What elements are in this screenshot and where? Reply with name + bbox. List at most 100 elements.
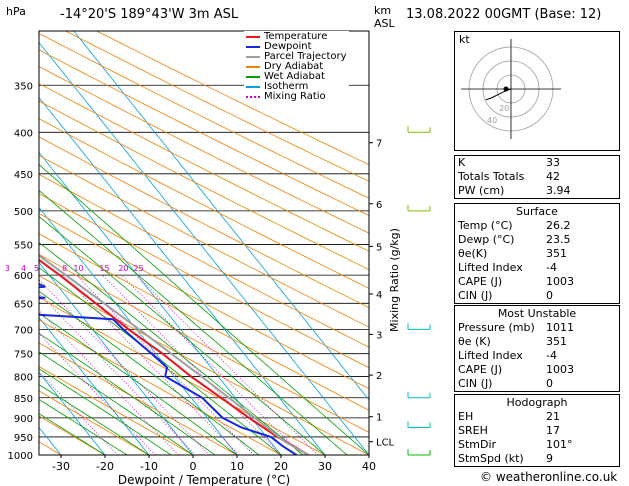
legend-item: Temperature <box>246 32 347 42</box>
table-row: θe (K) 351 <box>455 335 619 349</box>
legend-label: Parcel Trajectory <box>264 51 347 62</box>
table-row: CAPE (J) 1003 <box>455 363 619 377</box>
mixing-ratio-line <box>136 274 319 455</box>
mixing-ratio-line <box>121 274 303 455</box>
row-value: 351 <box>546 247 567 260</box>
km-tick-label: 3 <box>376 330 382 341</box>
mixing-ratio-line <box>39 371 118 455</box>
row-label: SREH <box>458 424 488 437</box>
km-tick-label: 2 <box>376 371 382 382</box>
isotherm-line <box>39 371 106 455</box>
isotherm-line <box>39 41 369 455</box>
km-tick-label: 5 <box>376 242 382 253</box>
row-label: StmSpd (kt) <box>458 452 524 465</box>
legend-swatch <box>246 76 260 78</box>
mixing-ratio-label: 5 <box>34 264 39 273</box>
dry-adiabat-line <box>39 342 238 455</box>
mixing-ratio-label: 3 <box>5 264 10 273</box>
temp-tick-label: 30 <box>318 460 332 473</box>
mixing-ratio-label: 4 <box>21 264 26 273</box>
x-axis-label: Dewpoint / Temperature (°C) <box>118 473 290 486</box>
hodograph-ring-label: 20 <box>499 104 509 113</box>
dry-adiabat-line <box>65 31 369 182</box>
chart-legend: Temperature Dewpoint Parcel Trajectory Dry … <box>244 31 349 103</box>
table-row: Pressure (mb) 1011 <box>455 321 619 335</box>
table-row: θe(K) 351 <box>455 247 619 261</box>
legend-swatch <box>246 66 260 68</box>
pressure-tick-label: 450 <box>14 170 33 181</box>
isotherm-line <box>39 206 238 455</box>
temperature-line <box>39 258 309 455</box>
dry-adiabat-line <box>39 366 194 455</box>
pressure-tick-label: 650 <box>14 299 33 310</box>
mixing-ratio-label: 8 <box>62 264 67 273</box>
location-title: -14°20'S 189°43'W 3m ASL <box>60 7 239 22</box>
dry-adiabat-line <box>39 49 369 217</box>
dry-adiabat-line <box>96 31 369 166</box>
temp-tick-label: 10 <box>230 460 244 473</box>
table-row: Totals Totals 42 <box>455 170 619 184</box>
surface-box: Surface Temp (°C) 26.2 Dewp (°C) 23.5 θe(K) 3… <box>454 203 620 304</box>
wet-adiabat-line <box>39 368 172 455</box>
isotherm-line <box>39 261 194 455</box>
temp-tick-label: 40 <box>362 460 376 473</box>
dry-adiabat-line <box>39 118 369 289</box>
temp-tick-label: 0 <box>190 460 197 473</box>
wet-adiabat-line <box>39 351 194 455</box>
row-label: StmDir <box>458 438 497 451</box>
wet-adiabat-line <box>39 312 238 455</box>
table-row: K 33 <box>455 156 619 170</box>
legend-swatch <box>246 56 260 58</box>
dry-adiabat-line <box>39 100 369 271</box>
mixing-ratio-label: 20 <box>118 264 128 273</box>
legend-item: Isotherm <box>246 82 347 92</box>
mixing-ratio-line <box>39 292 196 455</box>
datetime-title: 13.08.2022 00GMT (Base: 12) <box>406 7 602 22</box>
pressure-unit-label: hPa <box>6 5 26 18</box>
most-unstable-box: Most Unstable Pressure (mb) 1011 θe (K) 351… <box>454 305 620 392</box>
km-tick-label: 1 <box>376 413 382 424</box>
row-value: 26.2 <box>546 219 571 232</box>
dry-adiabat-line <box>39 233 369 411</box>
legend-item: Mixing Ratio <box>246 92 347 102</box>
isotherm-line <box>73 31 369 401</box>
parcel-trajectory-line <box>39 254 309 455</box>
table-row: PW (cm) 3.94 <box>455 184 619 198</box>
legend-item: Parcel Trajectory <box>246 52 347 62</box>
mixing-ratio-label: 25 <box>133 264 143 273</box>
indices-box: K 33 Totals Totals 42 PW (cm) 3.94 <box>454 155 620 199</box>
pressure-tick-label: 850 <box>14 394 33 405</box>
mixing-ratio-line <box>39 279 210 455</box>
pressure-tick-label: 700 <box>14 325 33 336</box>
table-row: StmSpd (kt) 9 <box>455 452 619 466</box>
dry-adiabat-line <box>39 212 369 390</box>
wet-adiabat-line <box>39 164 369 455</box>
table-row: Lifted Index -4 <box>455 261 619 275</box>
table-row: CIN (J) 0 <box>455 377 619 391</box>
wet-adiabat-line <box>39 242 304 455</box>
temp-tick-label: -20 <box>96 460 114 473</box>
row-value: 0 <box>546 289 553 302</box>
wet-adiabat-line <box>39 267 282 455</box>
row-label: K <box>458 156 466 169</box>
dry-adiabat-line <box>39 32 369 199</box>
row-label: θe(K) <box>458 247 488 260</box>
mixing-ratio-label: 10 <box>73 264 83 273</box>
row-value: 0 <box>546 377 553 390</box>
mixing-ratio-label: 15 <box>99 264 109 273</box>
km-tick-label: 6 <box>376 200 382 211</box>
hodograph-table-box: Hodograph EH 21 SREH 17 StmDir 101° StmSpd (kt… <box>454 394 620 467</box>
dry-adiabat-line <box>39 173 369 348</box>
height-unit-label-asl: ASL <box>374 17 395 30</box>
row-value: 1003 <box>546 275 574 288</box>
legend-item: Dewpoint <box>246 42 347 52</box>
row-label: CAPE (J) <box>458 275 503 288</box>
pressure-tick-label: 550 <box>14 240 33 251</box>
most-unstable-title: Most Unstable <box>497 307 577 320</box>
legend-label: Dry Adiabat <box>264 61 324 72</box>
legend-label: Temperature <box>264 31 328 42</box>
pressure-tick-label: 750 <box>14 350 33 361</box>
temp-tick-label: -30 <box>52 460 70 473</box>
